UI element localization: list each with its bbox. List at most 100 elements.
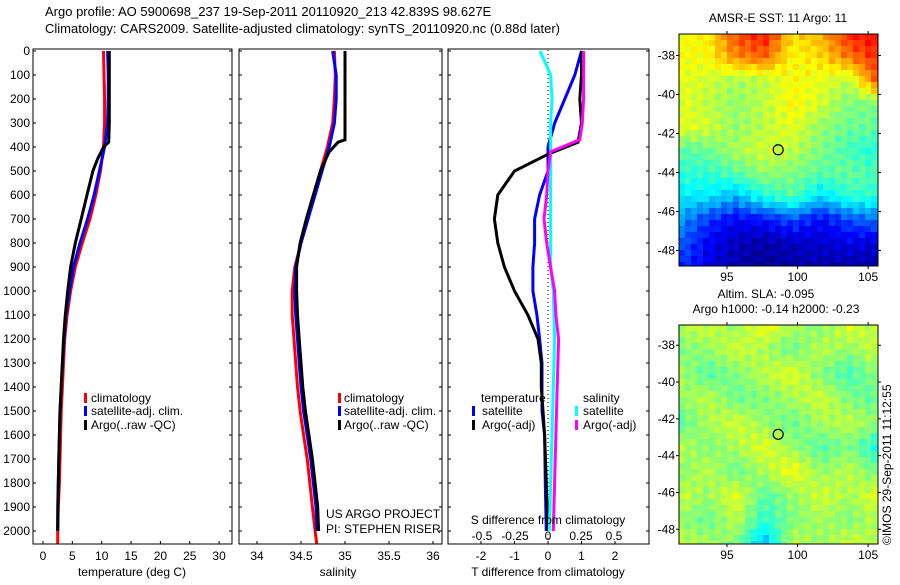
sla-map-heatmap-cell [811, 541, 817, 544]
sla-map-heatmap-cell [769, 505, 775, 511]
sst-map-heatmap-cell [739, 130, 745, 136]
sst-map-heatmap-cell [685, 118, 691, 124]
sla-map-heatmap-cell [757, 481, 763, 487]
sst-map-heatmap-cell [697, 130, 703, 136]
sst-map-heatmap-cell [865, 178, 871, 184]
sla-map-heatmap-cell [859, 403, 865, 409]
sla-map-heatmap-cell [709, 373, 715, 379]
sla-map-heatmap-cell [709, 397, 715, 403]
sst-map-heatmap-cell [793, 58, 799, 64]
sst-map-heatmap-cell [721, 190, 727, 196]
sst-map-heatmap-cell [679, 88, 685, 94]
sla-map-heatmap-cell [685, 451, 691, 457]
sst-map-heatmap-cell [685, 148, 691, 154]
sla-map-heatmap-cell [697, 517, 703, 523]
sst-map-heatmap-cell [859, 190, 865, 196]
sla-map-heatmap-cell [721, 487, 727, 493]
sst-map-heatmap-cell [727, 58, 733, 64]
sla-map-heatmap-cell [799, 403, 805, 409]
sst-map-heatmap-cell [763, 196, 769, 202]
sst-map-heatmap-cell [709, 106, 715, 112]
sst-map-heatmap-cell [715, 82, 721, 88]
sst-map-heatmap-cell [751, 40, 757, 46]
sst-map-heatmap-cell [865, 34, 871, 40]
sla-map-heatmap-cell [823, 361, 829, 367]
sla-map-heatmap-cell [817, 349, 823, 355]
sla-map-heatmap-cell [679, 481, 685, 487]
sst-map-heatmap-cell [853, 190, 859, 196]
sst-map-heatmap-cell [691, 160, 697, 166]
sla-map-heatmap-cell [703, 541, 709, 544]
sst-map-heatmap-cell [757, 112, 763, 118]
sla-map-heatmap-cell [793, 421, 799, 427]
sst-map-heatmap-cell [745, 100, 751, 106]
temperature-tick-label: 5 [69, 549, 76, 563]
sst-map-heatmap-cell [841, 208, 847, 214]
sst-map-heatmap-cell [853, 58, 859, 64]
sla-map-heatmap-cell [859, 439, 865, 445]
sst-map-heatmap-cell [715, 238, 721, 244]
sla-map-heatmap-cell [757, 493, 763, 499]
sla-map-heatmap-cell [799, 409, 805, 415]
sla-map-heatmap-cell [757, 421, 763, 427]
sla-map-heatmap-cell [859, 409, 865, 415]
sst-map-heatmap-cell [829, 160, 835, 166]
sla-map-heatmap-cell [853, 457, 859, 463]
sst-map-heatmap-cell [697, 58, 703, 64]
legend-title-salinity: salinity [583, 391, 620, 405]
sst-map-heatmap-cell [739, 70, 745, 76]
sla-map-heatmap-cell [775, 331, 781, 337]
sst-map-heatmap-cell [835, 214, 841, 220]
sst-map-heatmap-cell [739, 124, 745, 130]
sst-map-heatmap-cell [787, 40, 793, 46]
sst-map-heatmap-cell [757, 94, 763, 100]
sst-map-heatmap-cell [871, 58, 877, 64]
sla-map-heatmap-cell [805, 475, 811, 481]
sst-map-heatmap-cell [793, 214, 799, 220]
sla-map-heatmap-cell [703, 331, 709, 337]
sla-map-heatmap-cell [775, 337, 781, 343]
sst-map-heatmap-cell [817, 232, 823, 238]
sla-map-heatmap-cell [847, 499, 853, 505]
sst-map-heatmap-cell [871, 166, 877, 172]
sla-map-heatmap-cell [859, 499, 865, 505]
sst-map-heatmap-cell [751, 232, 757, 238]
legend-swatch-satellite [338, 406, 341, 416]
sst-map-heatmap-cell [823, 40, 829, 46]
sst-map-heatmap-cell [679, 238, 685, 244]
sla-map-heatmap-cell [727, 415, 733, 421]
sla-map-heatmap-cell [745, 343, 751, 349]
sla-map-heatmap-cell [793, 379, 799, 385]
sla-map-heatmap-cell [823, 331, 829, 337]
sst-map-heatmap-cell [703, 46, 709, 52]
sla-map-heatmap-cell [823, 505, 829, 511]
sla-map-heatmap-cell [865, 421, 871, 427]
sla-map-heatmap-cell [853, 349, 859, 355]
sst-map-heatmap-cell [829, 178, 835, 184]
sst-map-heatmap-cell [721, 100, 727, 106]
sst-map-heatmap-cell [751, 130, 757, 136]
sst-map-heatmap-cell [835, 250, 841, 256]
sla-map-heatmap-cell [823, 415, 829, 421]
sla-map-heatmap-cell [835, 511, 841, 517]
sst-map-heatmap-cell [697, 82, 703, 88]
sst-map-heatmap-cell [733, 232, 739, 238]
sla-map-heatmap-cell [745, 391, 751, 397]
sst-map-heatmap-cell [847, 208, 853, 214]
difference-series-line [531, 50, 583, 532]
sst-map-heatmap-cell [871, 46, 877, 52]
sst-map-heatmap-cell [787, 88, 793, 94]
temperature-tick-label: 20 [154, 549, 168, 563]
sst-map-heatmap-cell [781, 166, 787, 172]
sla-map-heatmap-cell [751, 523, 757, 529]
sst-map-heatmap-cell [751, 124, 757, 130]
sst-map-heatmap-cell [781, 232, 787, 238]
sla-map-heatmap-cell [817, 397, 823, 403]
sla-map-heatmap-cell [739, 325, 745, 331]
sst-map-heatmap-cell [691, 196, 697, 202]
sst-map-heatmap-cell [835, 136, 841, 142]
sst-map-heatmap-cell [847, 52, 853, 58]
sla-map-heatmap-cell [757, 505, 763, 511]
sla-map-heatmap-cell [811, 499, 817, 505]
sla-map-heatmap-cell [727, 349, 733, 355]
